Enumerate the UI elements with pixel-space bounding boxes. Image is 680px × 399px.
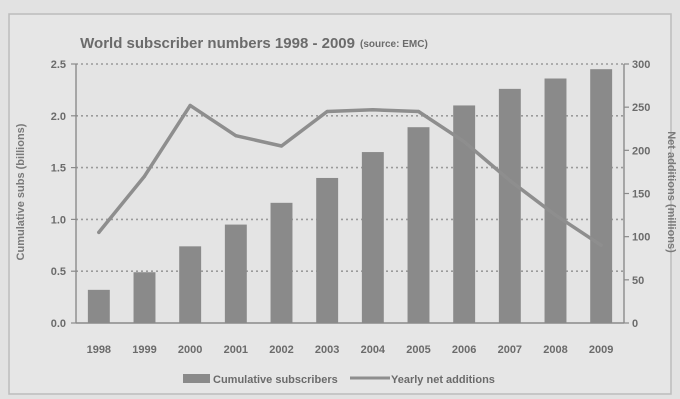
line-series-path [97,103,603,248]
line-point [599,243,603,247]
bar [270,202,293,323]
bars-layer [87,69,613,324]
y2-tick-label: 150 [632,189,650,201]
line-point [325,109,329,114]
line-point [553,213,558,217]
bar [407,127,430,323]
bar [224,224,247,323]
y2-tick-label: 100 [632,232,650,244]
y-tick-label: 0.5 [51,266,66,278]
x-tick-label: 2000 [178,344,202,356]
y-tick-label: 1.5 [51,163,66,175]
line-point [416,109,421,114]
legend-label: Cumulative subscribers [213,374,338,386]
grid-layer [76,63,624,323]
chart-source-note: (source: EMC) [360,39,428,50]
x-tick-label: 2001 [224,344,248,356]
y-tick-label: 1.0 [51,214,66,226]
x-tick-label: 2006 [452,344,476,356]
y2-tick-label: 0 [632,318,638,330]
legend-bar-swatch [183,374,210,383]
line-point [188,103,192,108]
y2-tick-label: 250 [632,102,650,114]
bar [179,246,202,323]
y2-tick-label: 200 [632,145,650,157]
x-tick-label: 2002 [269,344,293,356]
x-tick-label: 2003 [315,344,339,356]
axes-layer [71,63,629,324]
bar [590,69,613,324]
bar [498,88,521,323]
y-axis-title: Cumulative subs (billions) [15,123,27,260]
plot-area [76,64,624,323]
line-point [371,108,375,112]
bar [87,289,110,323]
y2-tick-label: 50 [632,275,644,287]
bar [453,105,476,323]
line-point [279,144,284,148]
y2-axis-title: Net additions (millions) [665,131,677,253]
legend: Cumulative subscribers Yearly net additio… [183,374,495,386]
x-tick-label: 2009 [589,344,613,356]
line-point [142,174,147,178]
legend-label: Yearly net additions [391,374,495,386]
ticks-layer: 0.0 0.5 1.0 1.5 2.0 2.5 0 50 100 150 200 250 300 1998… [51,59,651,356]
line-point [462,140,466,144]
x-tick-label: 2005 [406,344,430,356]
line-point [234,134,238,138]
y2-tick-label: 300 [632,59,650,71]
x-tick-label: 1998 [87,344,111,356]
y-tick-label: 2.0 [51,111,66,123]
line-point [97,230,101,234]
line-point [508,178,512,183]
chart-title: World subscriber numbers 1998 - 2009 [80,35,355,52]
bar [361,152,384,323]
bar [316,177,339,323]
y-tick-label: 0.0 [51,318,66,330]
bar [133,272,156,323]
x-tick-label: 1999 [132,344,156,356]
x-tick-label: 2004 [361,344,386,356]
x-tick-label: 2007 [498,344,522,356]
line-layer [97,103,603,248]
bar [544,78,567,323]
x-tick-label: 2008 [543,344,567,356]
y-tick-label: 2.5 [51,59,66,71]
